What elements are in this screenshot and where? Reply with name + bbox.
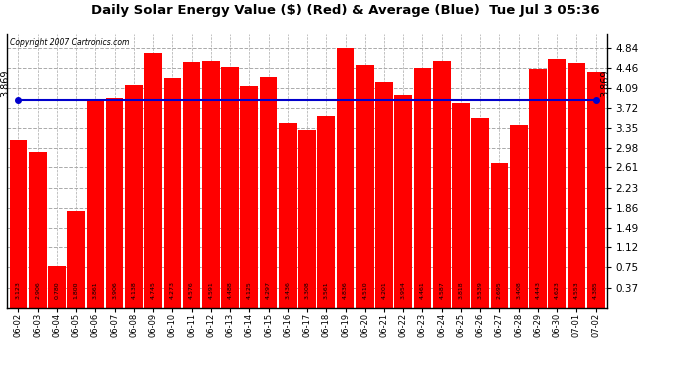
- Text: 3.869: 3.869: [600, 70, 610, 97]
- Bar: [48, 266, 66, 308]
- Text: 3.954: 3.954: [401, 282, 406, 300]
- Bar: [433, 61, 451, 308]
- Text: 3.436: 3.436: [285, 282, 290, 300]
- Text: 4.587: 4.587: [440, 282, 444, 300]
- Text: Daily Solar Energy Value ($) (Red) & Average (Blue)  Tue Jul 3 05:36: Daily Solar Energy Value ($) (Red) & Ave…: [90, 4, 600, 17]
- Text: 3.861: 3.861: [93, 282, 98, 300]
- Text: 4.488: 4.488: [228, 282, 233, 300]
- Bar: [452, 103, 470, 308]
- Text: 3.123: 3.123: [16, 282, 21, 300]
- Bar: [221, 67, 239, 308]
- Bar: [471, 117, 489, 308]
- Bar: [337, 48, 355, 308]
- Bar: [356, 65, 373, 308]
- Bar: [259, 77, 277, 308]
- Text: 4.297: 4.297: [266, 282, 271, 300]
- Bar: [395, 95, 412, 308]
- Bar: [183, 62, 201, 308]
- Bar: [86, 100, 104, 308]
- Bar: [375, 82, 393, 308]
- Text: 4.836: 4.836: [343, 282, 348, 300]
- Text: 2.906: 2.906: [35, 282, 40, 300]
- Text: 3.539: 3.539: [477, 282, 483, 300]
- Bar: [202, 61, 219, 308]
- Text: 4.273: 4.273: [170, 282, 175, 300]
- Text: 3.818: 3.818: [458, 282, 464, 300]
- Text: 4.138: 4.138: [131, 282, 137, 300]
- Bar: [510, 124, 528, 308]
- Bar: [144, 53, 162, 307]
- Bar: [68, 211, 85, 308]
- Text: 3.561: 3.561: [324, 282, 329, 300]
- Bar: [413, 68, 431, 308]
- Text: 3.408: 3.408: [516, 282, 521, 300]
- Bar: [317, 116, 335, 308]
- Text: 4.576: 4.576: [189, 282, 194, 300]
- Bar: [164, 78, 181, 308]
- Bar: [491, 163, 509, 308]
- Text: 4.510: 4.510: [362, 282, 367, 300]
- Text: 4.623: 4.623: [555, 282, 560, 300]
- Text: 4.553: 4.553: [574, 282, 579, 300]
- Text: 2.695: 2.695: [497, 282, 502, 300]
- Text: 1.800: 1.800: [74, 282, 79, 300]
- Bar: [298, 130, 316, 308]
- Bar: [586, 72, 604, 308]
- Text: 4.385: 4.385: [593, 282, 598, 300]
- Bar: [241, 86, 258, 308]
- Bar: [10, 140, 28, 308]
- Text: 4.125: 4.125: [247, 282, 252, 300]
- Text: 4.443: 4.443: [535, 282, 540, 300]
- Text: 0.780: 0.780: [55, 282, 59, 300]
- Text: 3.906: 3.906: [112, 282, 117, 300]
- Bar: [568, 63, 585, 308]
- Bar: [125, 86, 143, 308]
- Text: 4.201: 4.201: [382, 282, 386, 300]
- Bar: [29, 152, 46, 308]
- Text: 4.745: 4.745: [150, 282, 156, 300]
- Text: 3.308: 3.308: [304, 282, 310, 300]
- Bar: [279, 123, 297, 308]
- Bar: [106, 98, 124, 308]
- Bar: [549, 59, 566, 308]
- Text: Copyright 2007 Cartronics.com: Copyright 2007 Cartronics.com: [10, 38, 129, 47]
- Bar: [529, 69, 546, 308]
- Text: 3.869: 3.869: [0, 70, 10, 97]
- Text: 4.591: 4.591: [208, 282, 213, 300]
- Text: 4.461: 4.461: [420, 282, 425, 300]
